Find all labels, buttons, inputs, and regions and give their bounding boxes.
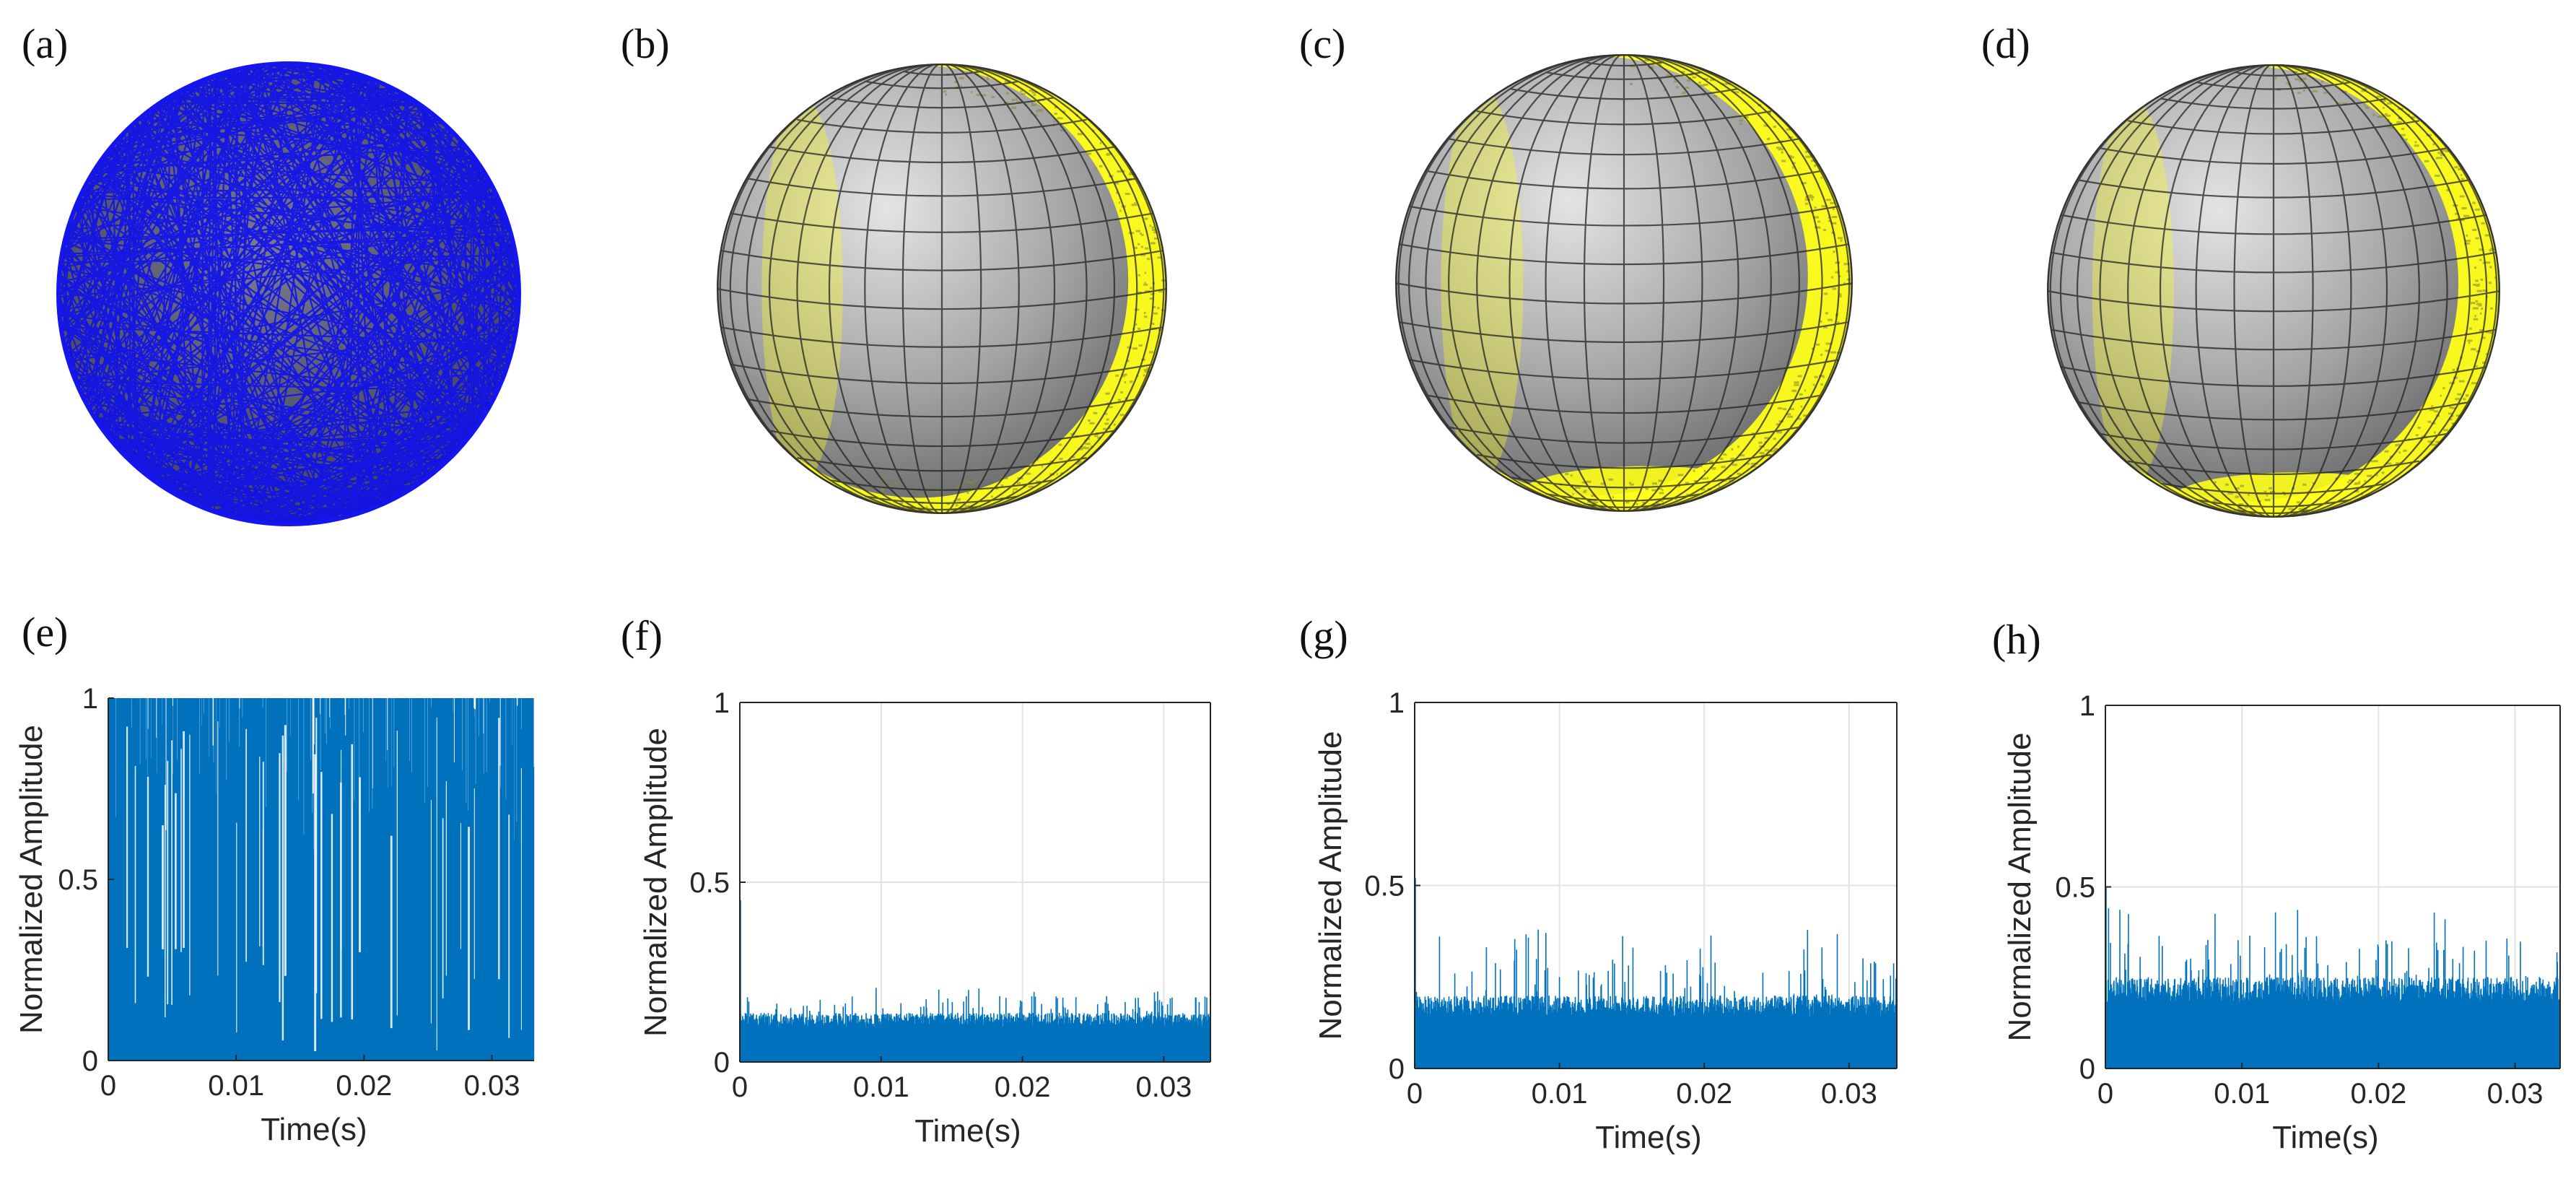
x-tick-label: 0.01 <box>2214 1078 2270 1110</box>
x-axis-title: Time(s) <box>2272 1120 2378 1155</box>
sphere-outline <box>717 64 1167 514</box>
y-axis-title: Normalized Amplitude <box>638 728 673 1037</box>
x-tick-label: 0.03 <box>464 1070 520 1102</box>
signal-line <box>2105 887 2561 1068</box>
focus-band-bottom <box>1521 466 1773 512</box>
focus-band-left <box>1441 88 1524 478</box>
x-tick-label: 0.03 <box>1821 1078 1877 1110</box>
panel-label-a: (a) <box>22 20 68 67</box>
focus-band-left <box>761 97 843 481</box>
x-tick-label: 0.01 <box>853 1071 909 1103</box>
panel-label-g: (g) <box>1299 612 1348 659</box>
sphere-outline <box>2047 64 2500 518</box>
charts: 0 0.01 0.02 0.03 0 0.5 1 Time(s) Normalized Ampl… <box>14 683 2561 1155</box>
x-tick-label: 0 <box>732 1071 748 1103</box>
panel-label-c: (c) <box>1299 20 1345 67</box>
x-tick-label: 0.03 <box>2487 1078 2544 1110</box>
signal-line <box>1414 878 1898 1068</box>
y-tick-label: 0 <box>714 1047 730 1079</box>
y-tick-label: 0.5 <box>689 867 730 899</box>
x-axis-title: Time(s) <box>914 1113 1021 1149</box>
x-tick-label: 0.01 <box>208 1070 264 1102</box>
x-axis-title: Time(s) <box>261 1112 367 1147</box>
x-tick-label: 0 <box>1407 1078 1423 1110</box>
panel-label-f: (f) <box>621 612 663 659</box>
y-tick-label: 0 <box>82 1045 98 1077</box>
y-axis-title: Normalized Amplitude <box>1313 731 1348 1040</box>
x-tick-label: 0.02 <box>1676 1078 1732 1110</box>
y-tick-label: 0 <box>1389 1053 1405 1085</box>
y-tick-label: 1 <box>1389 687 1405 719</box>
focus-band-bottom <box>2171 472 2422 518</box>
y-tick-label: 0.5 <box>2055 872 2095 904</box>
x-tick-label: 0 <box>2097 1078 2113 1110</box>
panel-label-b: (b) <box>621 20 670 67</box>
y-tick-label: 0.5 <box>1364 871 1405 902</box>
panel-label-e: (e) <box>22 609 68 656</box>
y-tick-label: 1 <box>82 683 98 715</box>
x-axis-title: Time(s) <box>1595 1120 1701 1155</box>
x-tick-label: 0.02 <box>2350 1078 2406 1110</box>
x-tick-label: 0 <box>100 1070 116 1102</box>
axes <box>1414 702 1898 1069</box>
chart-f: 0 0.01 0.02 0.03 0 0.5 1 Time(s) Normalized Ampl… <box>638 687 1211 1149</box>
sphere-outline <box>1395 54 1853 512</box>
focus-band-left <box>2092 98 2174 484</box>
y-axis-title: Normalized Amplitude <box>2002 733 2038 1042</box>
axes <box>2105 705 2561 1069</box>
ray-paths <box>58 64 519 524</box>
sphere-b <box>717 64 1167 514</box>
y-tick-label: 0.5 <box>58 864 98 896</box>
x-tick-label: 0.02 <box>336 1070 392 1102</box>
axes <box>108 697 534 1061</box>
x-tick-label: 0.01 <box>1532 1078 1588 1110</box>
sphere-a <box>56 61 521 526</box>
sphere-graticule <box>717 64 1167 514</box>
chart-e: 0 0.01 0.02 0.03 0 0.5 1 Time(s) Normalized Ampl… <box>14 683 535 1147</box>
x-tick-label: 0.03 <box>1135 1071 1192 1103</box>
x-tick-label: 0.02 <box>995 1071 1051 1103</box>
y-tick-label: 0 <box>2079 1053 2095 1085</box>
y-axis-title: Normalized Amplitude <box>14 725 49 1034</box>
panel-label-h: (h) <box>1992 616 2041 663</box>
sphere-d <box>2047 64 2500 518</box>
signal-line <box>739 900 1211 1062</box>
chart-h: 0 0.01 0.02 0.03 0 0.5 1 Time(s) Normalized Ampl… <box>2002 690 2561 1155</box>
y-tick-label: 1 <box>2079 690 2095 722</box>
sphere-c <box>1395 54 1853 512</box>
axes <box>739 702 1211 1063</box>
ray-path-bundle <box>58 64 519 524</box>
panel-label-d: (d) <box>1981 20 2030 67</box>
chart-g: 0 0.01 0.02 0.03 0 0.5 1 Time(s) Normalized Ampl… <box>1313 687 1898 1155</box>
y-tick-label: 1 <box>714 687 730 719</box>
